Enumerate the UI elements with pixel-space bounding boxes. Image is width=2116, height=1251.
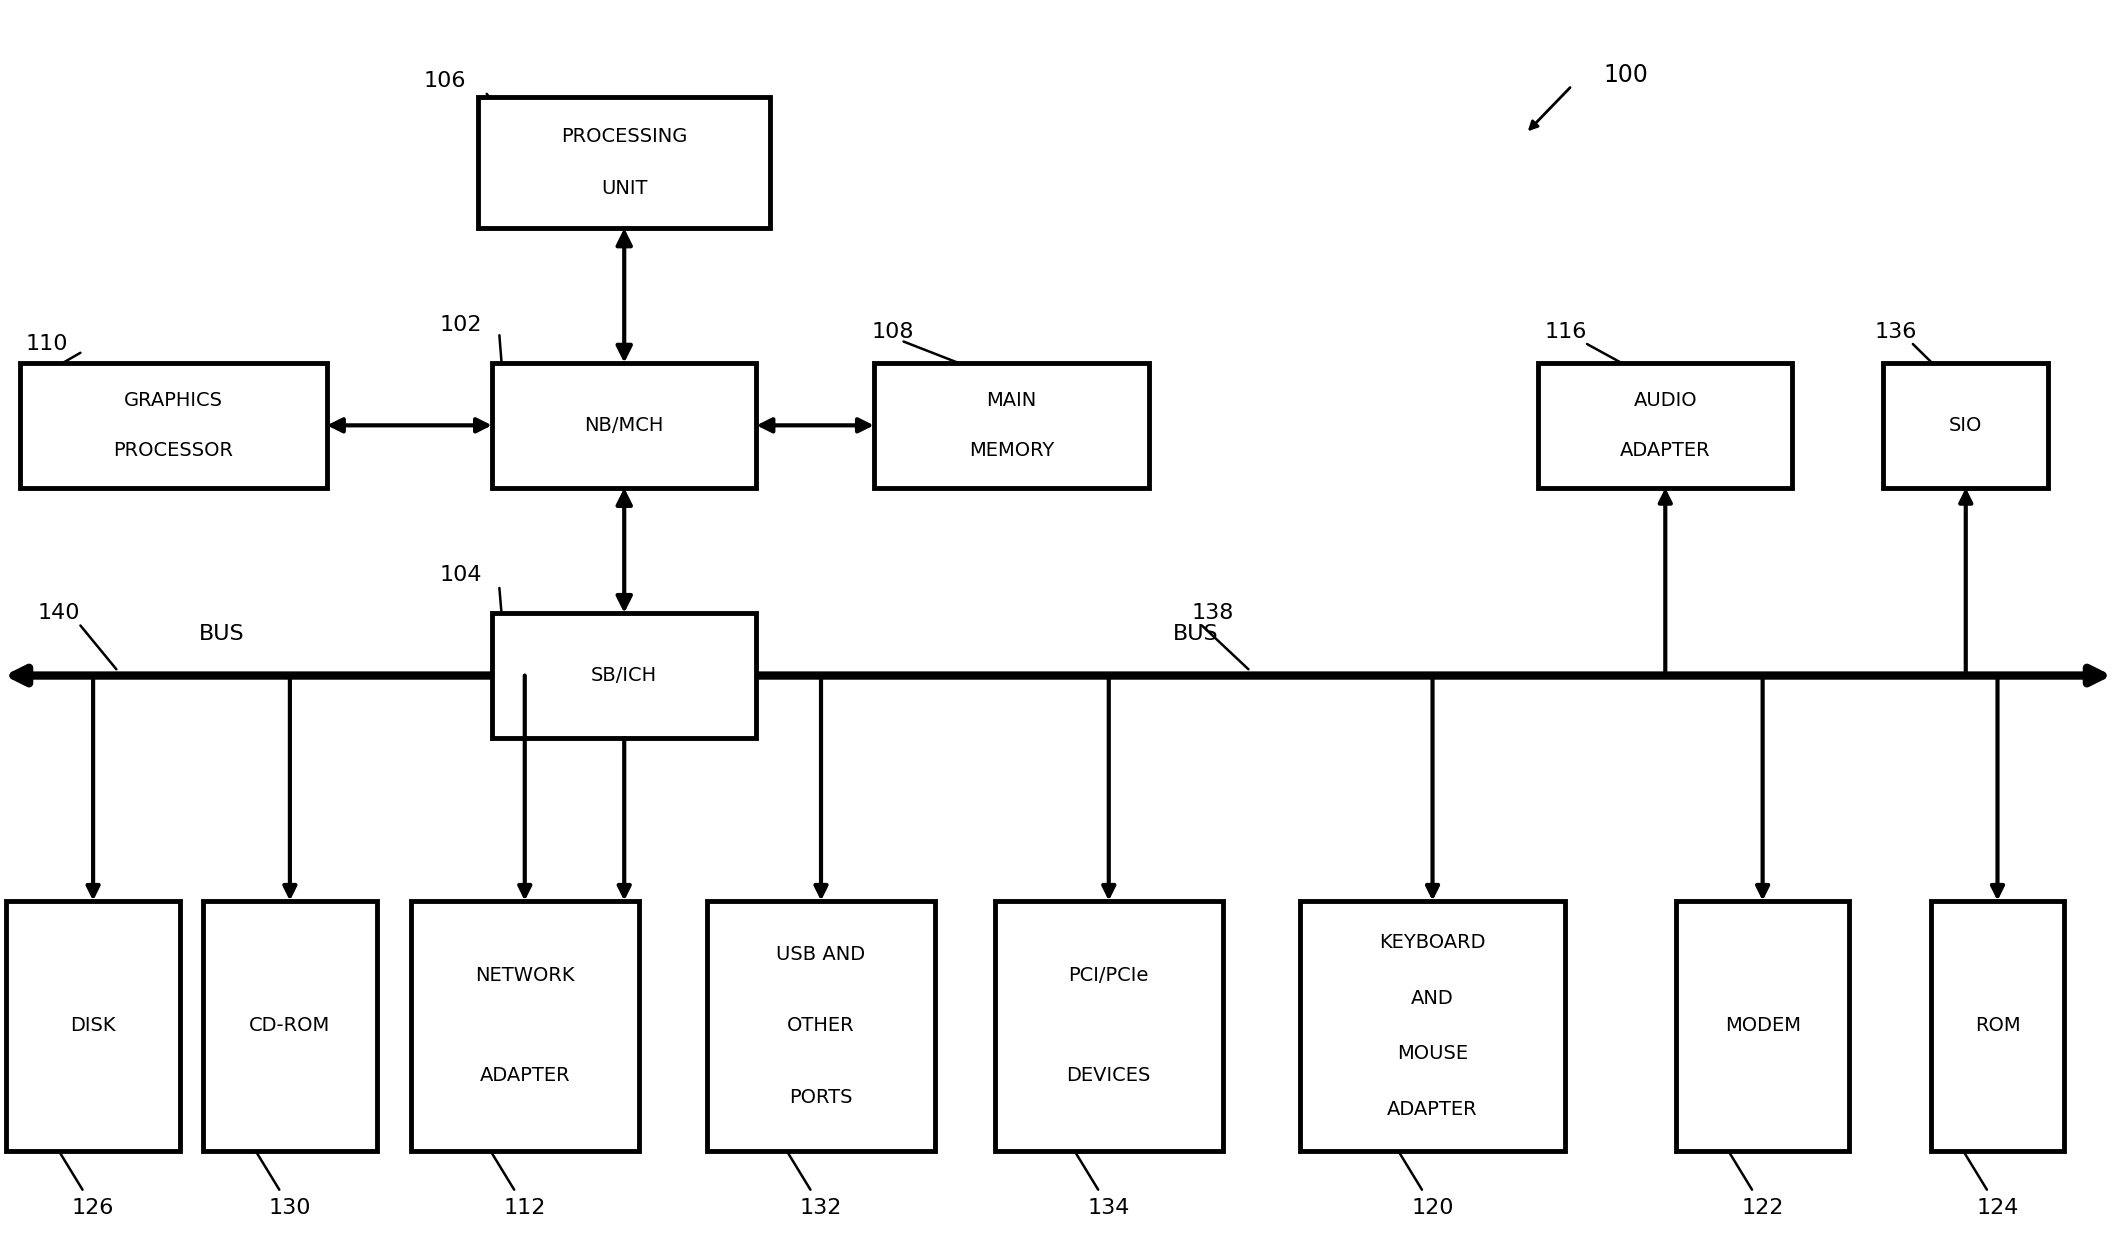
Text: PROCESSING: PROCESSING: [561, 126, 688, 146]
Text: 122: 122: [1741, 1198, 1784, 1218]
Text: ROM: ROM: [1974, 1016, 2021, 1036]
Text: 136: 136: [1875, 322, 1917, 342]
Text: 140: 140: [38, 603, 80, 623]
Text: 132: 132: [800, 1198, 842, 1218]
Text: 102: 102: [440, 315, 482, 335]
Text: 100: 100: [1604, 63, 1648, 88]
Text: DEVICES: DEVICES: [1066, 1066, 1151, 1086]
Text: AND: AND: [1411, 988, 1454, 1007]
Text: 124: 124: [1976, 1198, 2019, 1218]
Text: 120: 120: [1411, 1198, 1454, 1218]
Bar: [478, 98, 770, 228]
Text: USB AND: USB AND: [777, 945, 865, 963]
Bar: [491, 613, 758, 738]
Bar: [874, 363, 1149, 488]
Text: MAIN: MAIN: [986, 390, 1037, 410]
Text: MODEM: MODEM: [1725, 1016, 1801, 1036]
Text: NETWORK: NETWORK: [474, 966, 576, 986]
Text: MOUSE: MOUSE: [1397, 1045, 1469, 1063]
Bar: [1299, 901, 1566, 1151]
Text: UNIT: UNIT: [601, 179, 647, 199]
Bar: [21, 363, 328, 488]
Text: DISK: DISK: [70, 1016, 116, 1036]
Text: 130: 130: [269, 1198, 311, 1218]
Text: 106: 106: [423, 71, 466, 91]
Text: 116: 116: [1545, 322, 1587, 342]
Bar: [411, 901, 639, 1151]
Text: MEMORY: MEMORY: [969, 440, 1054, 460]
Bar: [1676, 901, 1849, 1151]
Text: CD-ROM: CD-ROM: [250, 1016, 330, 1036]
Bar: [1883, 363, 2048, 488]
Text: ADAPTER: ADAPTER: [480, 1066, 569, 1086]
Text: AUDIO: AUDIO: [1634, 390, 1697, 410]
Text: 104: 104: [440, 565, 482, 585]
Text: ADAPTER: ADAPTER: [1388, 1100, 1477, 1118]
Text: SB/ICH: SB/ICH: [590, 666, 658, 686]
Bar: [1930, 901, 2065, 1151]
Text: 110: 110: [25, 334, 68, 354]
Text: KEYBOARD: KEYBOARD: [1380, 933, 1485, 952]
Bar: [491, 363, 758, 488]
Text: GRAPHICS: GRAPHICS: [125, 390, 222, 410]
Text: BUS: BUS: [1172, 624, 1219, 644]
Bar: [707, 901, 935, 1151]
Text: 138: 138: [1191, 603, 1234, 623]
Bar: [995, 901, 1223, 1151]
Bar: [6, 901, 180, 1151]
Text: 108: 108: [872, 322, 914, 342]
Text: SIO: SIO: [1949, 415, 1983, 435]
Text: PORTS: PORTS: [789, 1088, 853, 1107]
Text: 112: 112: [504, 1198, 546, 1218]
Text: 126: 126: [72, 1198, 114, 1218]
Bar: [203, 901, 377, 1151]
Text: BUS: BUS: [199, 624, 245, 644]
Text: PCI/PCIe: PCI/PCIe: [1069, 966, 1149, 986]
Text: OTHER: OTHER: [787, 1016, 855, 1036]
Text: NB/MCH: NB/MCH: [584, 415, 664, 435]
Text: 134: 134: [1088, 1198, 1130, 1218]
Text: PROCESSOR: PROCESSOR: [114, 440, 233, 460]
Text: ADAPTER: ADAPTER: [1621, 440, 1710, 460]
Bar: [1538, 363, 1792, 488]
